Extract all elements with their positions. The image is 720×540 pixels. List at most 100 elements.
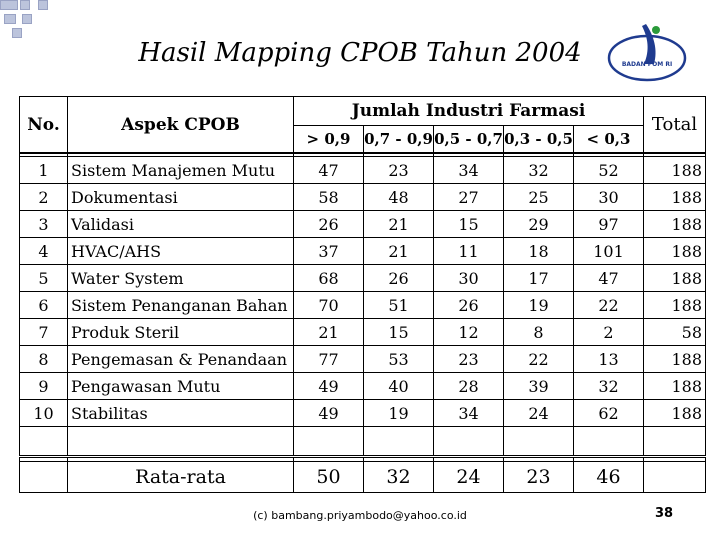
table-row: 2 Dokumentasi 58 48 27 25 30 188	[19, 183, 706, 211]
row-value: 25	[503, 183, 574, 211]
row-aspek: Dokumentasi	[67, 183, 294, 211]
row-value: 34	[433, 399, 504, 427]
row-total: 188	[643, 264, 706, 292]
logo-text: BADAN POM RI	[622, 61, 672, 68]
row-total: 188	[643, 399, 706, 427]
row-value: 37	[293, 237, 364, 265]
row-number: 3	[19, 210, 68, 238]
header-group: Jumlah Industri Farmasi	[293, 96, 644, 126]
corner-decoration	[0, 0, 60, 40]
row-number: 2	[19, 183, 68, 211]
table-row: 3 Validasi 26 21 15 29 97 188	[19, 210, 706, 238]
row-number: 10	[19, 399, 68, 427]
row-value: 53	[363, 345, 434, 373]
row-value: 30	[433, 264, 504, 292]
row-total: 188	[643, 156, 706, 184]
row-total: 188	[643, 183, 706, 211]
table-row: 10 Stabilitas 49 19 34 24 62 188	[19, 399, 706, 427]
row-value: 47	[293, 156, 364, 184]
row-value: 15	[433, 210, 504, 238]
row-value: 48	[363, 183, 434, 211]
header-range: 0,3 - 0,5	[503, 125, 574, 154]
row-value: 32	[573, 372, 644, 400]
table-row: 4 HVAC/AHS 37 21 11 18 101 188	[19, 237, 706, 265]
row-number: 7	[19, 318, 68, 346]
row-number: 8	[19, 345, 68, 373]
row-value: 29	[503, 210, 574, 238]
row-value: 18	[503, 237, 574, 265]
row-value: 15	[363, 318, 434, 346]
row-value: 17	[503, 264, 574, 292]
average-value: 50	[293, 461, 364, 493]
row-value: 19	[503, 291, 574, 319]
row-value: 32	[503, 156, 574, 184]
table-row: 1 Sistem Manajemen Mutu 47 23 34 32 52 188	[19, 156, 706, 184]
header-range: > 0,9	[293, 125, 364, 154]
row-value: 26	[433, 291, 504, 319]
header-total: Total	[643, 96, 706, 154]
row-value: 51	[363, 291, 434, 319]
row-aspek: Sistem Manajemen Mutu	[67, 156, 294, 184]
row-total: 188	[643, 237, 706, 265]
table-row: 9 Pengawasan Mutu 49 40 28 39 32 188	[19, 372, 706, 400]
cpob-table: No. Aspek CPOB Jumlah Industri Farmasi T…	[19, 96, 706, 493]
row-number: 9	[19, 372, 68, 400]
table-row: 8 Pengemasan & Penandaan 77 53 23 22 13 188	[19, 345, 706, 373]
row-value: 2	[573, 318, 644, 346]
average-row: Rata-rata 50 32 24 23 46	[19, 461, 706, 493]
row-value: 26	[293, 210, 364, 238]
row-value: 68	[293, 264, 364, 292]
row-value: 21	[293, 318, 364, 346]
header-range: < 0,3	[573, 125, 644, 154]
average-value: 46	[573, 461, 644, 493]
row-aspek: Stabilitas	[67, 399, 294, 427]
average-total-blank	[643, 461, 706, 493]
table-row: 6 Sistem Penanganan Bahan 70 51 26 19 22 188	[19, 291, 706, 319]
header-aspek: Aspek CPOB	[67, 96, 294, 154]
row-value: 8	[503, 318, 574, 346]
row-value: 26	[363, 264, 434, 292]
average-label: Rata-rata	[67, 461, 294, 493]
row-aspek: Pengawasan Mutu	[67, 372, 294, 400]
row-value: 22	[503, 345, 574, 373]
row-value: 27	[433, 183, 504, 211]
header-range: 0,5 - 0,7	[433, 125, 504, 154]
row-number: 4	[19, 237, 68, 265]
row-value: 58	[293, 183, 364, 211]
row-total: 188	[643, 210, 706, 238]
row-value: 34	[433, 156, 504, 184]
average-value: 23	[503, 461, 574, 493]
row-number: 1	[19, 156, 68, 184]
row-value: 19	[363, 399, 434, 427]
average-value: 24	[433, 461, 504, 493]
row-total: 188	[643, 291, 706, 319]
row-total: 188	[643, 372, 706, 400]
row-value: 49	[293, 399, 364, 427]
row-value: 21	[363, 210, 434, 238]
row-value: 47	[573, 264, 644, 292]
row-aspek: Pengemasan & Penandaan	[67, 345, 294, 373]
row-value: 97	[573, 210, 644, 238]
average-blank	[19, 461, 68, 493]
row-value: 70	[293, 291, 364, 319]
row-value: 23	[363, 156, 434, 184]
row-value: 62	[573, 399, 644, 427]
average-value: 32	[363, 461, 434, 493]
row-value: 101	[573, 237, 644, 265]
row-value: 23	[433, 345, 504, 373]
table-row: 7 Produk Steril 21 15 12 8 2 58	[19, 318, 706, 346]
row-value: 39	[503, 372, 574, 400]
row-total: 58	[643, 318, 706, 346]
row-aspek: Produk Steril	[67, 318, 294, 346]
row-value: 40	[363, 372, 434, 400]
row-value: 11	[433, 237, 504, 265]
row-aspek: HVAC/AHS	[67, 237, 294, 265]
row-value: 12	[433, 318, 504, 346]
row-aspek: Sistem Penanganan Bahan	[67, 291, 294, 319]
row-aspek: Validasi	[67, 210, 294, 238]
badan-pom-logo: BADAN POM RI	[604, 18, 690, 88]
header-range: 0,7 - 0,9	[363, 125, 434, 154]
row-value: 22	[573, 291, 644, 319]
row-value: 13	[573, 345, 644, 373]
table-row: 5 Water System 68 26 30 17 47 188	[19, 264, 706, 292]
